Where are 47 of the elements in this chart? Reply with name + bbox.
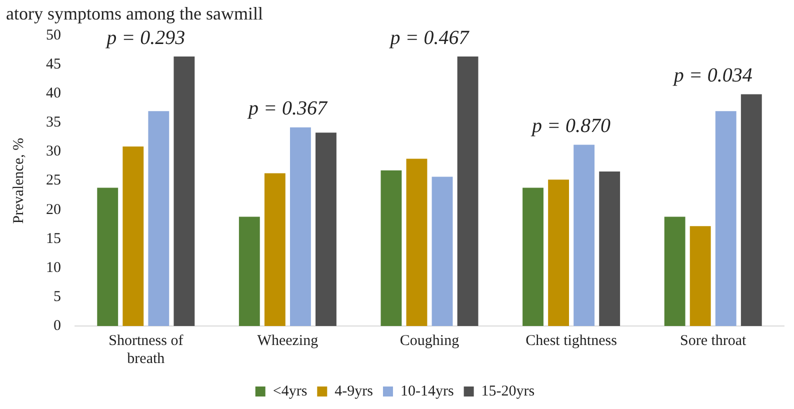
bar <box>548 180 570 326</box>
x-tick-label: Coughing <box>400 332 460 349</box>
bar <box>574 144 595 326</box>
bar <box>599 172 620 326</box>
bar <box>522 188 544 326</box>
annotation: p = 0.467 <box>388 26 470 49</box>
bar <box>457 56 478 326</box>
y-tick-label: 40 <box>46 86 61 102</box>
legend-label: 15-20yrs <box>481 383 535 400</box>
bar <box>715 111 736 326</box>
x-tick-label: Wheezing <box>257 332 319 349</box>
y-tick-label: 45 <box>46 56 61 73</box>
annotation: p = 0.870 <box>530 115 611 138</box>
x-tick-label: Shortness of breath <box>108 332 184 367</box>
annotation: p = 0.293 <box>104 26 186 49</box>
legend-label: 10-14yrs <box>400 383 454 400</box>
bar <box>148 111 170 326</box>
legend-label: <4yrs <box>272 383 308 400</box>
y-tick-label: 35 <box>46 114 61 131</box>
bar <box>740 94 762 326</box>
x-tick-label: Chest tightness <box>526 332 618 349</box>
annotation: p = 0.034 <box>672 64 752 87</box>
y-axis-title: Prevalence, % <box>10 138 27 224</box>
chart-title: atory symptoms among the sawmill <box>6 4 263 24</box>
y-tick-label: 10 <box>46 260 61 276</box>
y-tick-label: 20 <box>46 202 61 218</box>
y-tick-label: 5 <box>54 288 61 305</box>
bar <box>432 176 453 326</box>
bar <box>122 146 144 326</box>
bar <box>380 170 402 326</box>
annotation: p = 0.367 <box>246 98 328 120</box>
y-tick-label: 0 <box>54 318 61 334</box>
y-tick-label: 30 <box>46 144 61 160</box>
x-tick-label: Sore throat <box>680 332 748 349</box>
bar <box>664 216 686 326</box>
y-tick-label: 25 <box>46 172 61 189</box>
bar <box>690 226 711 326</box>
bar <box>97 188 118 326</box>
bar <box>316 132 336 326</box>
legend-label: 4-9yrs <box>334 383 374 400</box>
bar <box>406 158 428 326</box>
y-tick-label: 15 <box>46 230 61 247</box>
bar <box>238 216 260 326</box>
y-tick-label: 50 <box>46 28 61 44</box>
bar <box>174 56 195 326</box>
bar <box>264 173 286 326</box>
bar <box>290 127 311 326</box>
